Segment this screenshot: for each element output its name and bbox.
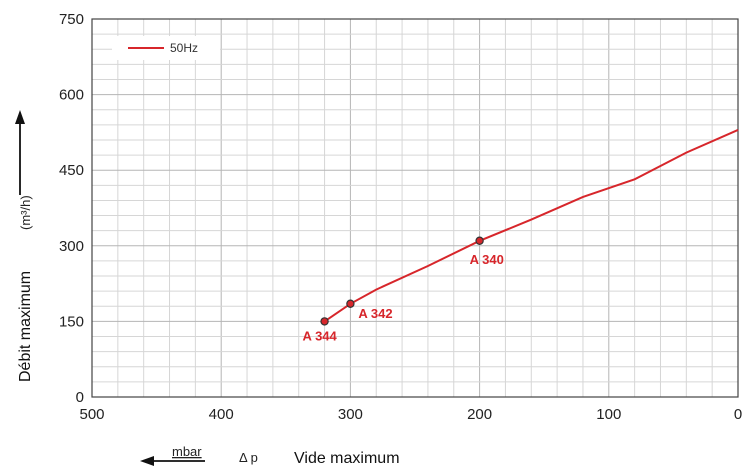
y-tick-label: 600 [59,87,84,104]
x-axis-arrow-head [140,456,154,466]
y-tick-label: 750 [59,11,84,28]
x-tick-label: 0 [734,406,742,423]
data-point-label: A 340 [470,252,504,267]
data-point-marker [475,236,484,245]
x-tick-label: 400 [209,406,234,423]
legend: 50Hz [112,36,220,60]
x-axis-unit: mbar [172,444,202,459]
data-point-label: A 344 [303,328,338,343]
grid [91,18,739,398]
series-line-50hz [324,128,739,323]
y-axis-arrow-head [15,110,25,124]
x-axis-label: Vide maximum [294,450,400,467]
series-layer [324,128,739,323]
y-axis-label: Débit maximum [17,271,34,382]
y-tick-label: 150 [59,313,84,330]
annotation-layer: A 344 A 342 A 340 [303,236,504,343]
plot-background [92,19,738,397]
data-point-marker [346,299,355,308]
y-axis-unit: (m³/h) [18,195,33,230]
y-tick-label: 450 [59,162,84,179]
y-axis-title: Débit maximum (m³/h) [15,110,34,382]
data-point-label: A 342 [358,306,392,321]
x-tick-label: 200 [467,406,492,423]
axis-ticks: 500 400 300 200 100 0 0 150 300 450 600 750 [59,11,742,423]
y-tick-label: 0 [76,389,84,406]
data-point-marker [320,317,329,326]
x-tick-label: 500 [79,406,104,423]
x-tick-label: 300 [338,406,363,423]
x-axis-title: mbar Δ p Vide maximum [140,444,400,467]
legend-label: 50Hz [170,41,198,55]
y-tick-label: 300 [59,238,84,255]
x-axis-symbol: Δ p [239,450,258,465]
x-tick-label: 100 [596,406,621,423]
plot-frame [91,18,739,398]
